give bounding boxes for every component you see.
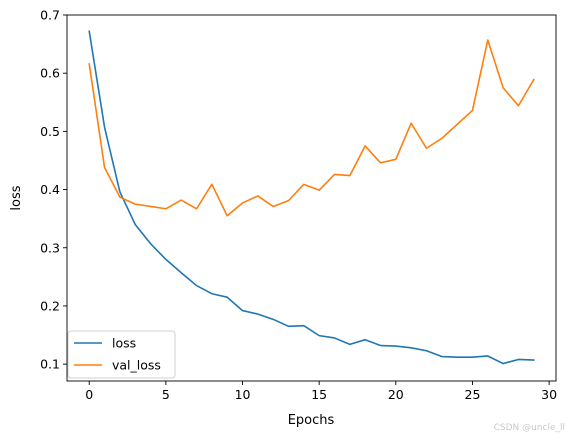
x-tick-label: 10 bbox=[235, 387, 251, 402]
x-tick-label: 20 bbox=[388, 387, 404, 402]
y-tick-label: 0.4 bbox=[40, 182, 60, 197]
legend-label: loss bbox=[112, 336, 136, 351]
y-axis-label: loss bbox=[9, 185, 24, 210]
x-axis: 0 5 10 15 20 25 30 bbox=[85, 381, 557, 402]
y-tick-label: 0.6 bbox=[40, 66, 60, 81]
series-group bbox=[88, 30, 535, 365]
x-tick-label: 5 bbox=[162, 387, 170, 402]
x-axis-label: Epochs bbox=[288, 413, 335, 428]
y-tick-label: 0.3 bbox=[40, 240, 60, 255]
x-tick-label: 25 bbox=[465, 387, 481, 402]
legend: loss val_loss bbox=[67, 330, 176, 379]
series-line-val-loss bbox=[88, 39, 535, 217]
plot-area bbox=[66, 14, 557, 382]
y-tick-label: 0.5 bbox=[40, 124, 60, 139]
watermark: CSDN @uncle_ll bbox=[494, 423, 565, 433]
x-tick-label: 30 bbox=[541, 387, 557, 402]
x-tick-label: 0 bbox=[85, 387, 93, 402]
y-tick-label: 0.7 bbox=[40, 8, 60, 23]
y-tick-label: 0.2 bbox=[40, 298, 60, 313]
x-tick-label: 15 bbox=[311, 387, 327, 402]
series-line-loss bbox=[88, 30, 535, 365]
y-tick-label: 0.1 bbox=[40, 357, 60, 372]
y-axis: 0.1 0.2 0.3 0.4 0.5 0.6 0.7 bbox=[40, 8, 67, 372]
legend-label: val_loss bbox=[112, 358, 161, 373]
